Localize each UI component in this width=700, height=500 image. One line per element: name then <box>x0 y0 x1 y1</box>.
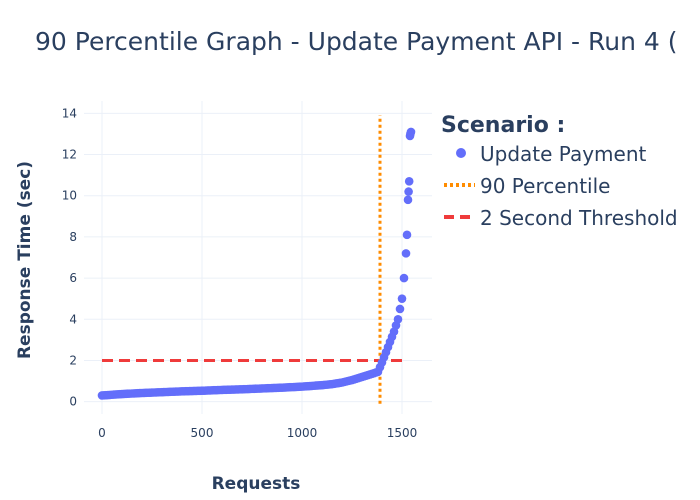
legend-title: Scenario : <box>441 113 565 138</box>
x-tick-label: 1000 <box>287 426 318 440</box>
reference-lines <box>102 115 402 404</box>
x-tick-label: 0 <box>98 426 106 440</box>
y-tick-label: 12 <box>62 148 77 162</box>
x-tick-label: 500 <box>191 426 214 440</box>
y-tick-label: 10 <box>62 189 77 203</box>
y-axis-title: Response Time (sec) <box>15 161 35 359</box>
legend-item-2-second-threshold[interactable]: 2 Second Threshold <box>444 206 678 230</box>
data-point <box>404 187 413 196</box>
legend-label-update-payment: Update Payment <box>480 142 647 166</box>
legend[interactable]: Scenario : Update Payment 90 Percentile … <box>441 113 678 230</box>
chart-title: 90 Percentile Graph - Update Payment API… <box>35 27 677 56</box>
legend-label-90-percentile: 90 Percentile <box>480 174 610 198</box>
y-tick-label: 2 <box>69 353 77 367</box>
data-point <box>402 230 412 240</box>
x-axis-title: Requests <box>212 474 301 494</box>
legend-item-update-payment[interactable]: Update Payment <box>456 142 647 166</box>
legend-item-90-percentile[interactable]: 90 Percentile <box>444 174 610 198</box>
legend-marker-icon <box>456 148 466 158</box>
data-point <box>399 273 409 283</box>
y-tick-label: 4 <box>69 312 77 326</box>
legend-label-2-second-threshold: 2 Second Threshold <box>480 206 678 230</box>
x-tick-label: 1500 <box>387 426 418 440</box>
y-tick-label: 6 <box>69 271 77 285</box>
y-axis-ticks: 0 2 4 6 8 10 12 14 <box>62 106 77 408</box>
data-point <box>397 294 407 303</box>
y-tick-label: 14 <box>62 106 77 120</box>
data-point <box>403 195 413 205</box>
x-axis-ticks: 0 500 1000 1500 <box>98 426 417 440</box>
y-tick-label: 8 <box>69 230 77 244</box>
scatter-points <box>97 127 416 400</box>
data-point <box>404 177 414 186</box>
y-tick-label: 0 <box>69 395 77 409</box>
data-point <box>401 249 411 258</box>
data-point <box>395 304 405 314</box>
data-point <box>406 127 416 137</box>
data-point <box>393 314 403 324</box>
